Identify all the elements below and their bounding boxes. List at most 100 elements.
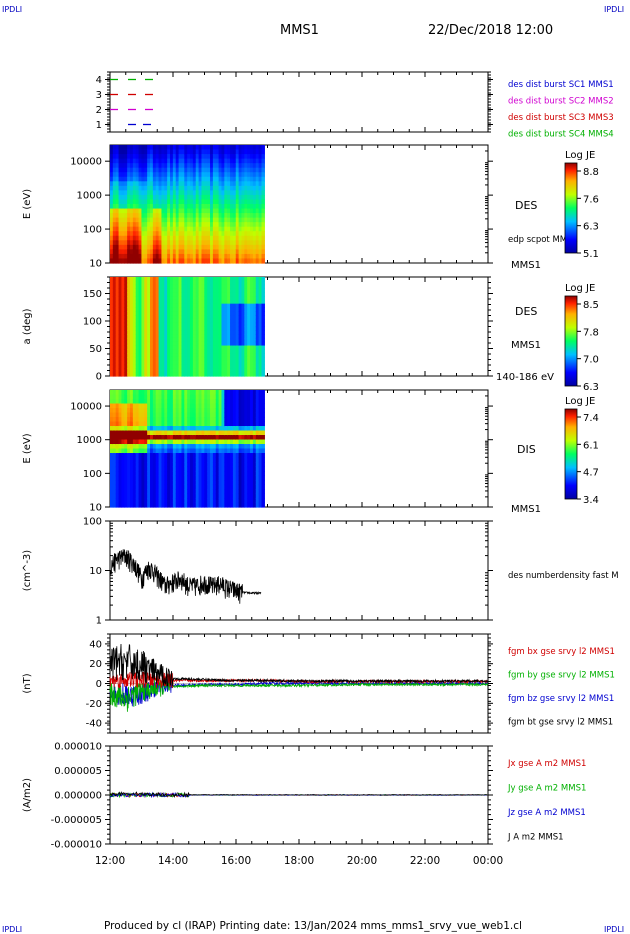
spectrogram-cell	[132, 185, 137, 191]
spectrogram-cell	[115, 421, 120, 427]
spectrogram-cell	[190, 412, 194, 418]
spectrogram-cell	[227, 154, 231, 160]
spectrogram-cell	[132, 345, 137, 350]
spectrogram-cell	[118, 284, 123, 290]
spectrogram-cell	[121, 453, 125, 459]
spectrogram-cell	[121, 240, 125, 246]
spectrogram-cell	[127, 399, 131, 405]
spectrogram-cell	[247, 190, 251, 196]
spectrogram-cell	[121, 330, 125, 335]
spectrogram-cell	[172, 444, 177, 450]
spectrogram-cell	[110, 493, 114, 499]
spectrogram-cell	[235, 244, 240, 250]
spectrogram-cell	[212, 280, 217, 286]
spectrogram-cell	[167, 345, 171, 350]
spectrogram-cell	[201, 480, 205, 486]
spectrogram-cell	[198, 222, 203, 228]
spectrogram-cell	[155, 421, 160, 427]
spectrogram-cell	[135, 292, 140, 297]
spectrogram-cell	[115, 311, 120, 316]
spectrogram-cell	[127, 421, 131, 427]
spectrogram-cell	[147, 372, 151, 377]
spectrogram-cell	[192, 244, 197, 250]
spectrogram-cell	[215, 154, 220, 160]
spectrogram-cell	[252, 493, 257, 499]
spectrogram-cell	[118, 240, 123, 246]
spectrogram-cell	[207, 349, 211, 354]
spectrogram-cell	[232, 311, 237, 316]
spectrogram-cell	[192, 457, 197, 463]
spectrogram-cell	[230, 258, 234, 264]
spectrogram-cell	[172, 430, 177, 436]
spectrogram-cell	[224, 240, 228, 246]
spectrogram-cell	[161, 349, 165, 354]
spectrogram-cell	[192, 394, 197, 400]
spectrogram-cell	[224, 475, 228, 481]
spectrogram-cell	[184, 244, 188, 250]
spectrogram-cell	[144, 204, 148, 210]
spectrogram-cell	[230, 315, 234, 320]
spectrogram-cell	[241, 498, 245, 504]
spectrogram-cell	[115, 315, 120, 320]
spectrogram-cell	[252, 240, 257, 246]
spectrogram-cell	[190, 190, 194, 196]
spectrogram-cell	[115, 288, 120, 293]
y-tick-label: 0.000010	[54, 742, 102, 753]
spectrogram-cell	[258, 326, 263, 331]
spectrogram-cell	[230, 167, 234, 173]
spectrogram-cell	[181, 412, 185, 418]
spectrogram-cell	[215, 284, 220, 290]
spectrogram-cell	[144, 199, 148, 205]
spectrogram-cell	[172, 208, 177, 214]
spectrogram-cell	[141, 444, 145, 450]
spectrogram-cell	[164, 172, 168, 178]
spectrogram-cell	[198, 292, 203, 297]
spectrogram-cell	[192, 311, 197, 316]
spectrogram-cell	[130, 356, 134, 362]
spectrogram-cell	[210, 356, 214, 362]
spectrogram-cell	[161, 181, 165, 187]
spectrogram-cell	[152, 439, 157, 445]
spectrogram-cell	[141, 176, 145, 182]
spectrogram-cell	[158, 190, 163, 196]
spectrogram-cell	[115, 217, 120, 223]
spectrogram-cell	[218, 296, 223, 301]
spectrogram-cell	[218, 430, 223, 436]
spectrogram-cell	[158, 480, 163, 486]
spectrogram-cell	[110, 213, 114, 219]
spectrogram-cell	[127, 284, 131, 290]
spectrogram-cell	[241, 502, 245, 508]
spectrogram-cell	[164, 430, 168, 436]
spectrogram-cell	[235, 322, 240, 328]
spectrogram-cell	[150, 480, 154, 486]
spectrogram-cell	[215, 341, 220, 347]
spectrogram-cell	[127, 231, 131, 237]
spectrogram-cell	[110, 176, 114, 182]
spectrogram-cell	[224, 360, 228, 366]
spectrogram-cell	[224, 249, 228, 255]
spectrogram-cell	[112, 190, 117, 196]
spectrogram-cell	[141, 284, 145, 290]
spectrogram-cell	[215, 190, 220, 196]
spectrogram-cell	[235, 253, 240, 260]
spectrogram-cell	[184, 172, 188, 178]
spectrogram-cell	[187, 208, 191, 214]
spectrogram-cell	[235, 185, 240, 191]
spectrogram-cell	[204, 296, 208, 301]
spectrogram-cell	[190, 172, 194, 178]
spectrogram-cell	[112, 403, 117, 409]
spectrogram-cell	[181, 435, 185, 441]
spectrogram-cell	[170, 149, 174, 155]
spectrogram-cell	[147, 307, 151, 312]
spectrogram-cell	[110, 296, 114, 301]
spectrogram-cell	[252, 315, 257, 320]
spectrogram-cell	[167, 208, 171, 214]
spectrogram-cell	[184, 253, 188, 260]
spectrogram-cell	[230, 163, 234, 169]
spectrogram-cell	[215, 258, 220, 264]
spectrogram-cell	[110, 258, 114, 264]
spectrogram-cell	[155, 253, 160, 260]
spectrogram-cell	[172, 368, 177, 373]
spectrogram-cell	[187, 315, 191, 320]
spectrogram-cell	[121, 226, 125, 232]
